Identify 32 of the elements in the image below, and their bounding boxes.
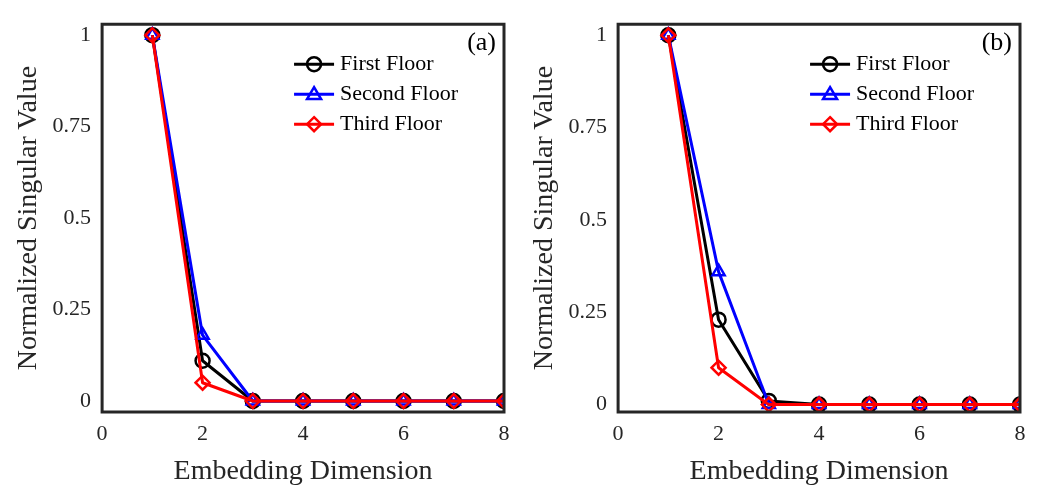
x-tick-label: 0 [612, 419, 624, 445]
y-tick-label: 1 [596, 21, 608, 47]
legend-label: Second Floor [340, 79, 459, 105]
y-tick-label: 0.5 [63, 203, 92, 229]
y-tick-label: 0.25 [52, 295, 92, 321]
y-tick-label: 0.5 [579, 205, 608, 231]
x-tick-label: 4 [813, 419, 825, 445]
y-tick-label: 0.75 [568, 113, 608, 139]
y-axis-title: Normalized Singular Value [11, 65, 43, 371]
x-tick-label: 2 [713, 419, 725, 445]
y-tick-label: 0 [80, 386, 92, 412]
x-axis-title: Embedding Dimension [173, 453, 433, 485]
y-tick-label: 0.75 [52, 112, 92, 138]
legend-label: First Floor [340, 49, 435, 75]
legend-label: Third Floor [856, 109, 959, 135]
legend-label: First Floor [856, 49, 951, 75]
x-axis-title: Embedding Dimension [689, 453, 949, 485]
annotation: (a) [467, 27, 496, 57]
y-tick-label: 0 [596, 390, 608, 416]
x-tick-label: 8 [1014, 419, 1026, 445]
x-tick-label: 0 [96, 419, 108, 445]
y-axis-title: Normalized Singular Value [527, 65, 559, 371]
legend-label: Third Floor [340, 109, 443, 135]
x-tick-label: 6 [398, 419, 410, 445]
x-tick-label: 6 [914, 419, 926, 445]
legend-label: Second Floor [856, 79, 975, 105]
x-tick-label: 2 [197, 419, 209, 445]
y-tick-label: 1 [80, 20, 92, 46]
y-tick-label: 0.25 [568, 298, 608, 324]
x-tick-label: 4 [297, 419, 309, 445]
x-tick-label: 8 [498, 419, 510, 445]
annotation: (b) [981, 27, 1012, 57]
